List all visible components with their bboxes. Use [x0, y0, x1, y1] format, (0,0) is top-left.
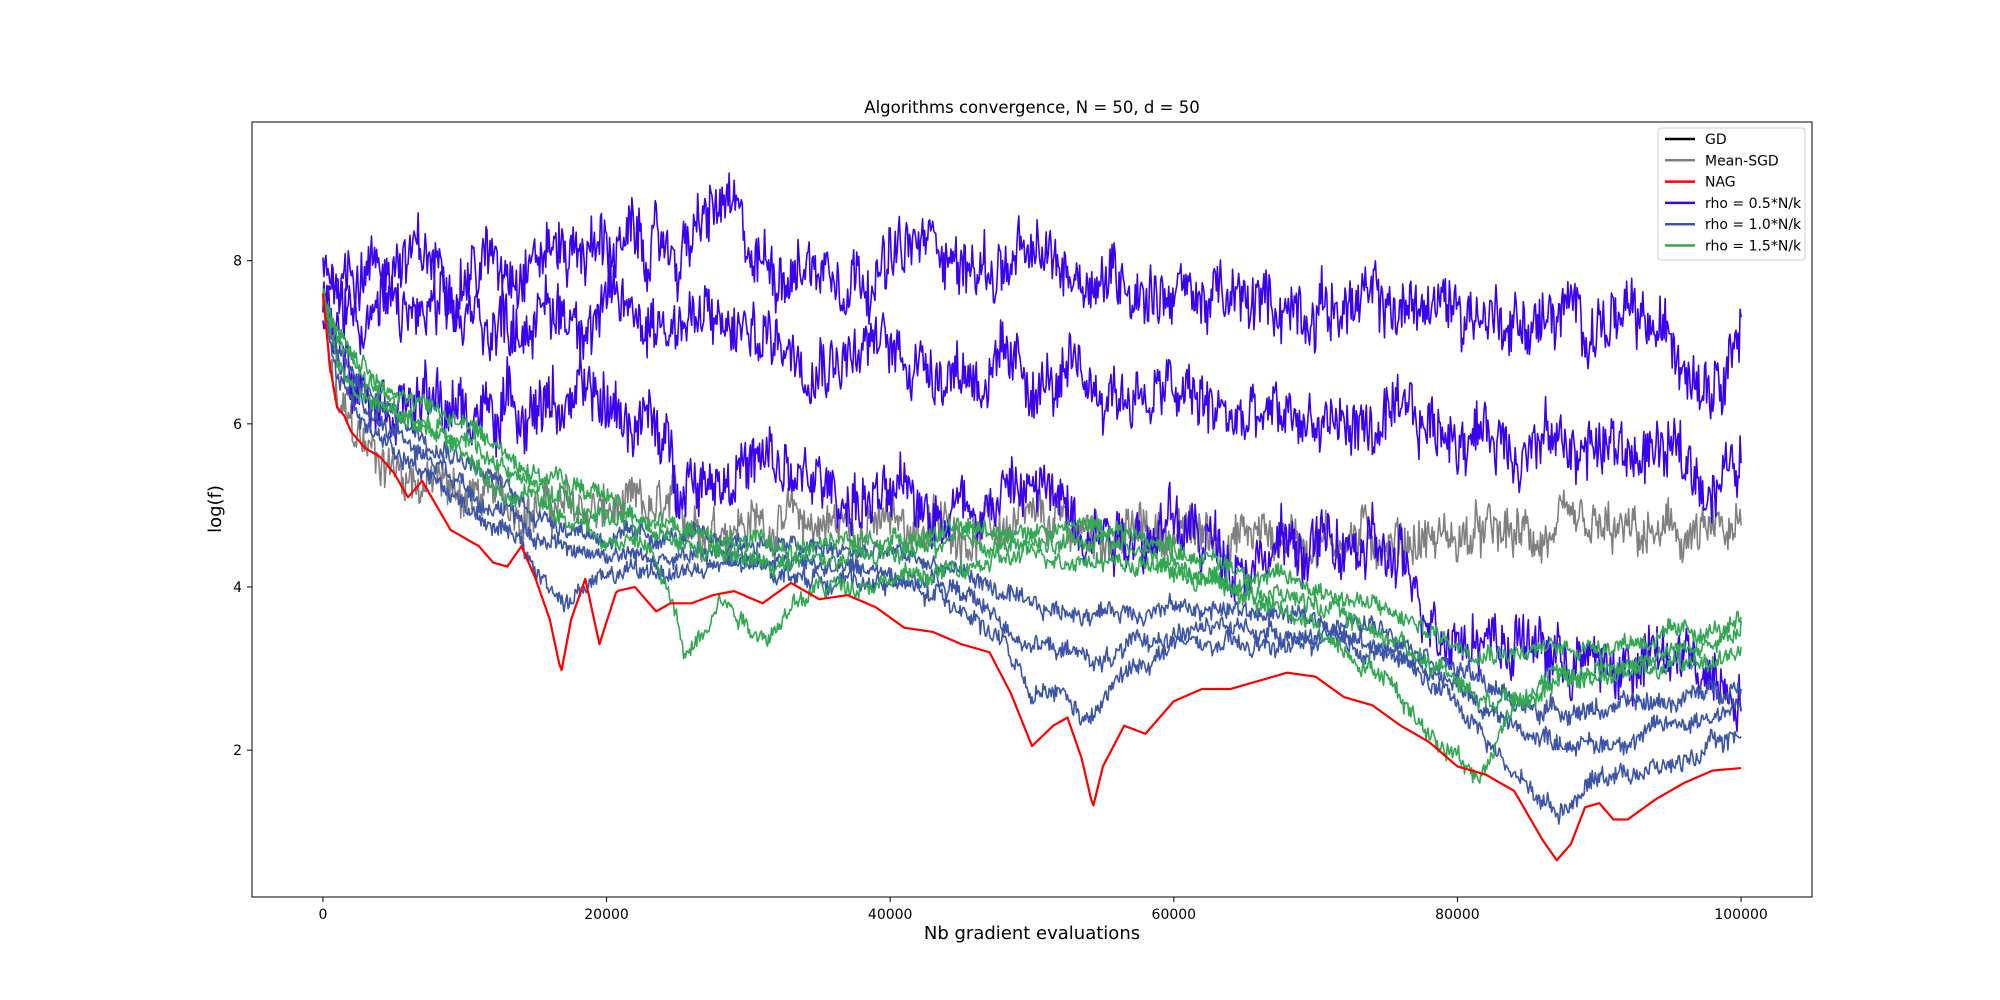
y-axis: 2 4 6 8	[233, 254, 252, 759]
y-tick-label: 8	[233, 254, 242, 270]
legend-label: rho = 1.0*N/k	[1705, 217, 1802, 233]
y-tick-label: 4	[233, 580, 242, 596]
x-axis: 0 20000 40000 60000 80000 100000	[318, 897, 1768, 923]
series-line-nag	[321, 293, 1742, 862]
series-line-rho-0-5-n-k	[322, 260, 1742, 524]
series-line-rho-1-5-n-k	[322, 288, 1742, 666]
series-layer	[321, 172, 1742, 862]
legend-label: rho = 0.5*N/k	[1705, 196, 1802, 212]
x-tick-label: 100000	[1714, 907, 1767, 923]
x-tick-label: 0	[318, 907, 327, 923]
legend-label: rho = 1.5*N/k	[1705, 239, 1802, 255]
x-tick-label: 20000	[584, 907, 629, 923]
legend-label: Mean-SGD	[1705, 153, 1779, 169]
series-line-rho-1-5-n-k	[322, 295, 1742, 784]
y-tick-label: 2	[233, 743, 242, 759]
y-axis-label: log(f)	[205, 485, 226, 533]
chart-title: Algorithms convergence, N = 50, d = 50	[864, 98, 1199, 117]
legend: GD Mean-SGD NAG rho = 0.5*N/k rho = 1.0*N/k r…	[1657, 127, 1806, 261]
series-line-rho-1-5-n-k	[322, 296, 1742, 714]
y-tick-label: 6	[233, 417, 242, 433]
series-line-rho-0-5-n-k	[322, 285, 1742, 733]
series-line-rho-1-0-n-k	[322, 299, 1742, 825]
legend-label: GD	[1705, 132, 1727, 148]
legend-label: NAG	[1705, 175, 1736, 191]
x-tick-label: 60000	[1152, 907, 1197, 923]
plot-frame	[251, 121, 1813, 898]
x-tick-label: 40000	[868, 907, 913, 923]
series-line-rho-0-5-n-k	[322, 172, 1742, 420]
x-axis-label: Nb gradient evaluations	[924, 923, 1140, 944]
x-tick-label: 80000	[1435, 907, 1480, 923]
